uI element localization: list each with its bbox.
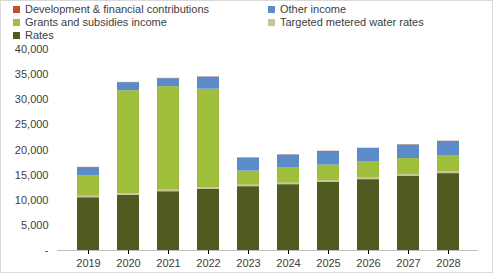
svg-text:2028: 2028 [436,257,460,269]
svg-text:2020: 2020 [116,257,140,269]
html-text:Other income: Other income [280,3,346,15]
svg-text:30,000: 30,000 [15,93,49,105]
svg-text:2023: 2023 [236,257,260,269]
svg-text:5,000: 5,000 [21,219,49,231]
svg-text:2025: 2025 [316,257,340,269]
svg-text:2019: 2019 [76,257,100,269]
svg-text:2026: 2026 [356,257,380,269]
html-text:Rates: Rates [25,29,54,41]
svg-text:2021: 2021 [156,257,180,269]
svg-text:20,000: 20,000 [15,144,49,156]
html-text:Grants and subsidies income: Grants and subsidies income [25,16,167,28]
svg-text:2022: 2022 [196,257,220,269]
html-text:Targeted metered water rates: Targeted metered water rates [280,16,424,28]
html-text:Development & financial contri: Development & financial contributions [25,3,209,15]
svg-text:25,000: 25,000 [15,118,49,130]
svg-text:2027: 2027 [396,257,420,269]
svg-text:15,000: 15,000 [15,169,49,181]
svg-text:35,000: 35,000 [15,68,49,80]
svg-text:-: - [45,244,49,256]
svg-text:2024: 2024 [276,257,300,269]
svg-text:40,000: 40,000 [15,43,49,55]
svg-text:10,000: 10,000 [15,194,49,206]
